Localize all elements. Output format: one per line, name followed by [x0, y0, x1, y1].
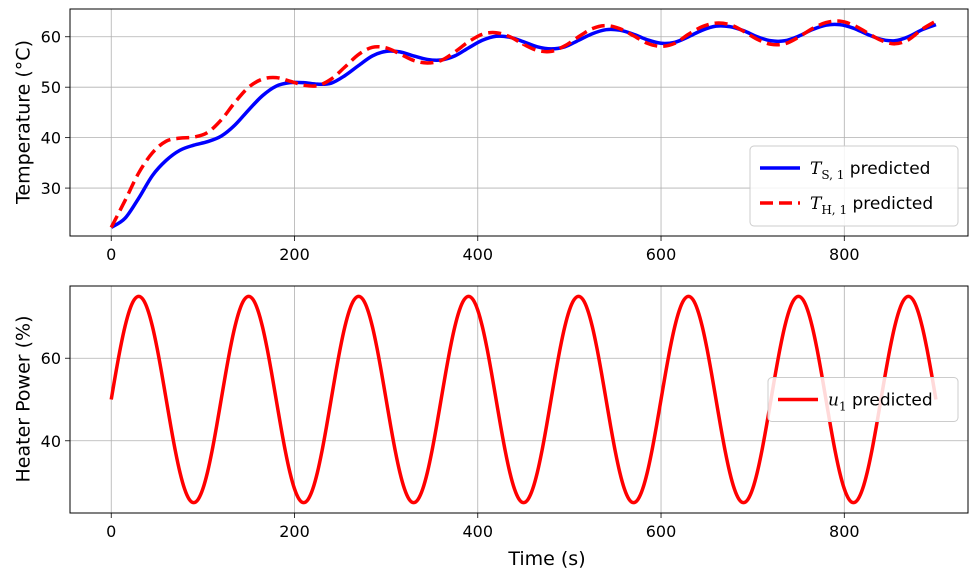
- heater-power-panel: 0 200 400 600 800 40 60 Heater Power (%) Time …: [13, 285, 969, 570]
- x-tick-label: 800: [829, 245, 860, 264]
- legend-entry-label: TS, 1 predicted: [810, 159, 930, 182]
- y-tick-label: 30: [41, 179, 61, 198]
- x-tick-label: 800: [829, 522, 860, 541]
- x-tick-label: 400: [462, 245, 493, 264]
- y-tick-label: 50: [41, 78, 61, 97]
- series-line-1: [109, 294, 938, 505]
- heater-power-ticks: 0 200 400 600 800 40 60: [41, 349, 860, 541]
- legend-entry-label: u1 predicted: [828, 391, 933, 414]
- legend-subscript: H, 1: [821, 203, 847, 217]
- temperature-axes-frame: [69, 8, 969, 237]
- temperature-y-axis-label: Temperature (°C): [13, 40, 35, 205]
- legend-text: predicted: [844, 159, 930, 179]
- time-x-axis-label: Time (s): [507, 548, 585, 570]
- legend-symbol: T: [810, 194, 823, 214]
- y-tick-label: 60: [41, 349, 61, 368]
- temperature-series: [109, 19, 937, 229]
- legend-subscript: S, 1: [821, 168, 844, 182]
- temperature-panel: 0 200 400 600 800 30 40 50 60 Temperature (°C) T…: [13, 8, 969, 264]
- legend-text: predicted: [847, 194, 933, 214]
- series-line-1: [110, 22, 937, 229]
- legend-symbol: u: [828, 391, 839, 411]
- y-tick-label: 40: [41, 432, 61, 451]
- legend-entry-label: TH, 1 predicted: [810, 194, 933, 217]
- y-tick-label: 60: [41, 28, 61, 47]
- x-tick-label: 0: [106, 245, 116, 264]
- heater-power-y-axis-label: Heater Power (%): [13, 316, 35, 483]
- legend-box: [749, 145, 959, 227]
- heater-power-series: [109, 294, 938, 505]
- heater-power-axes-frame: [69, 285, 969, 514]
- legend-text: predicted: [847, 391, 933, 411]
- y-tick-label: 40: [41, 129, 61, 148]
- x-tick-label: 200: [279, 245, 310, 264]
- x-tick-label: 200: [279, 522, 310, 541]
- x-tick-label: 600: [646, 522, 677, 541]
- temperature-ticks: 0 200 400 600 800 30 40 50 60: [41, 28, 860, 264]
- heater-power-legend: u1 predicted: [767, 377, 959, 422]
- legend-symbol: T: [810, 159, 823, 179]
- legend-subscript: 1: [839, 400, 847, 414]
- x-tick-label: 400: [462, 522, 493, 541]
- x-tick-label: 0: [106, 522, 116, 541]
- legend-box: [767, 377, 959, 422]
- x-tick-label: 600: [646, 245, 677, 264]
